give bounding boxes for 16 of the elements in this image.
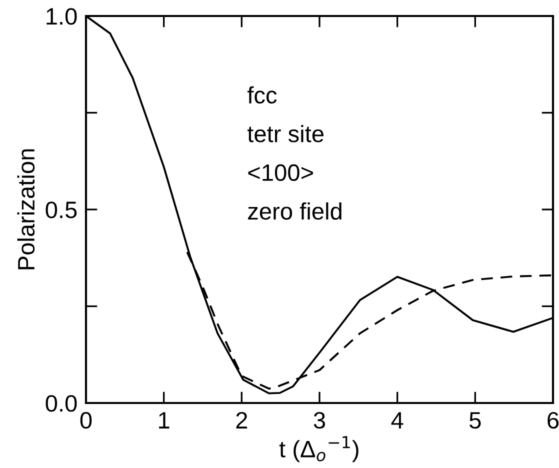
annotation: tetr site	[247, 124, 324, 142]
x-tick-label: 3	[314, 412, 326, 429]
x-axis-title: t (Δ$_{o}$$^{−1}$)	[279, 436, 358, 462]
x-tick-label: 1	[159, 412, 170, 428]
x-tick-label: 5	[470, 412, 481, 429]
x-tick-label: 4	[391, 412, 404, 428]
annotation: fcc	[247, 86, 277, 104]
x-tick-label: 0	[80, 412, 92, 429]
annotation: <100>	[248, 164, 313, 182]
x-tick-label: 2	[236, 412, 248, 428]
y-axis-title: Polarization	[17, 149, 35, 270]
annotation: zero field	[248, 202, 342, 220]
y-tick-label: 0.0	[46, 395, 77, 412]
y-tick-label: 0.5	[46, 202, 77, 218]
x-tick-label: 6	[548, 412, 559, 429]
y-tick-label: 1.0	[46, 8, 77, 25]
